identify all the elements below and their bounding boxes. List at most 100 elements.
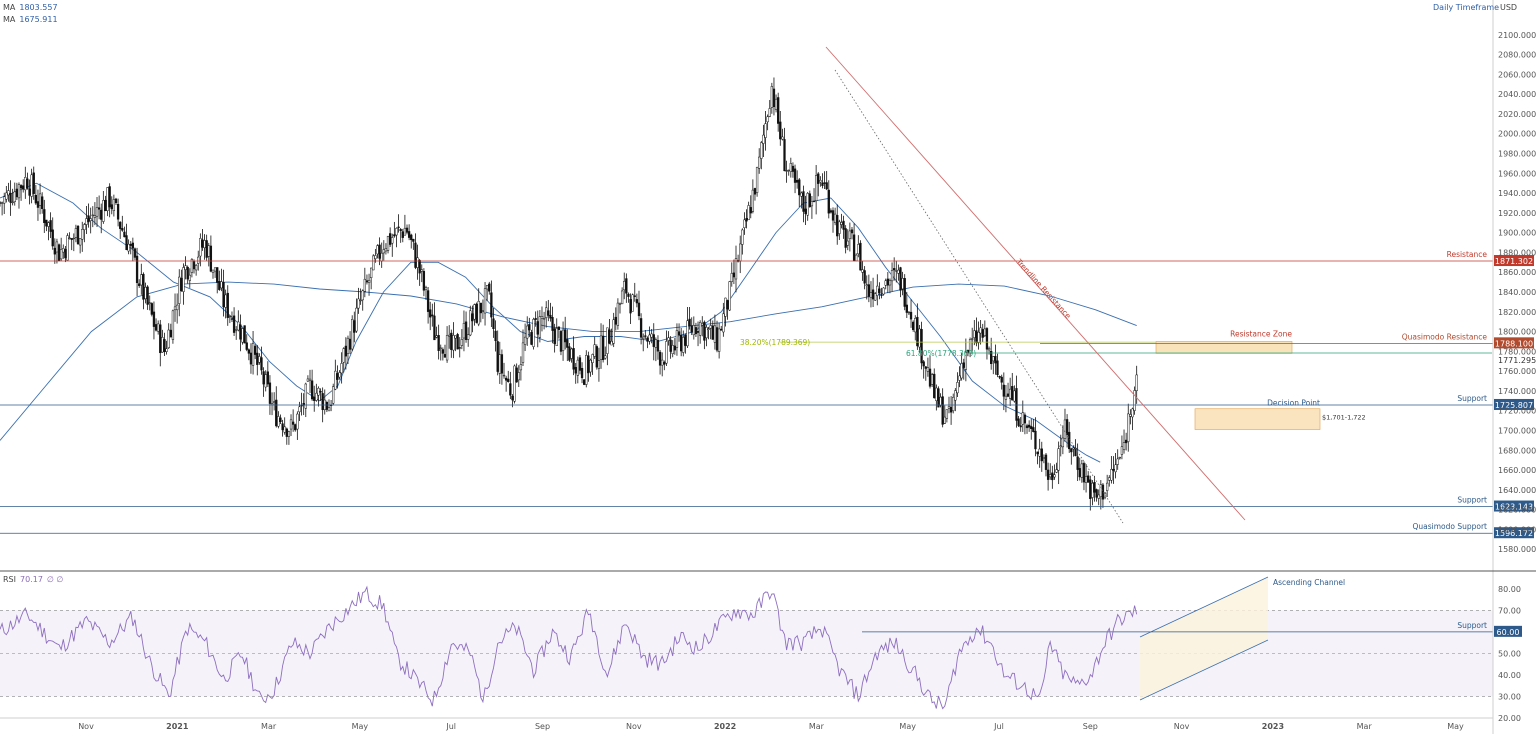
price-tick-label: 1760.000	[1498, 367, 1536, 376]
candle-body	[298, 406, 301, 413]
timeframe-label: Daily Timeframe	[1433, 3, 1500, 12]
candle-body	[102, 200, 105, 222]
candle-body	[971, 338, 974, 340]
candle-body	[1133, 390, 1136, 411]
fib-618-label: 61.80%(1778.309)	[906, 349, 976, 358]
candle-body	[209, 245, 213, 272]
candle-body	[618, 303, 622, 305]
candle-body	[739, 243, 742, 262]
candle-body	[542, 318, 546, 320]
candle-body	[711, 325, 714, 340]
candle-body	[985, 328, 989, 350]
candle-body	[386, 236, 390, 251]
candle-body	[791, 165, 795, 172]
candle-body	[416, 257, 419, 268]
price-tick-label: 1620.000	[1498, 506, 1536, 515]
candle-body	[829, 210, 833, 213]
candle-body	[190, 259, 194, 273]
candle-body	[580, 368, 584, 379]
candle-body	[625, 278, 628, 294]
candle-body	[418, 260, 421, 274]
candle-body	[620, 290, 624, 305]
candle-body	[1021, 412, 1024, 425]
candle-body	[863, 270, 866, 284]
candle-body	[291, 421, 295, 425]
candle-body	[798, 179, 801, 196]
candle-body	[1114, 464, 1117, 473]
candle-body	[566, 339, 569, 348]
time-tick-label: Jul	[445, 722, 456, 731]
candle-body	[154, 324, 158, 331]
candle-body	[637, 302, 641, 317]
candle-body	[884, 280, 887, 286]
candle-body	[511, 395, 514, 401]
candle-body	[184, 265, 187, 270]
candle-body	[846, 240, 849, 246]
candle-body	[591, 354, 594, 363]
candle-body	[275, 399, 278, 427]
candle-body	[844, 228, 847, 248]
candle-body	[1061, 437, 1065, 448]
candle-body	[893, 268, 896, 271]
candle-body	[819, 179, 822, 183]
time-tick-label: Mar	[1357, 722, 1373, 731]
candle-body	[855, 254, 858, 262]
level-label: Support	[1457, 394, 1487, 403]
candle-body	[281, 423, 284, 431]
candle-body	[49, 220, 52, 232]
candle-body	[964, 351, 968, 370]
candle-body	[361, 290, 364, 301]
candle-body	[475, 303, 478, 323]
candle-body	[327, 407, 331, 412]
candle-body	[1036, 451, 1039, 455]
candle-body	[175, 304, 179, 311]
time-tick-label: Nov	[1174, 722, 1190, 731]
candle-body	[279, 417, 282, 422]
candle-body	[517, 372, 520, 381]
candle-body	[614, 316, 617, 325]
resistance-zone-label: Resistance Zone	[1230, 329, 1292, 338]
candle-body	[127, 243, 130, 252]
candle-body	[1013, 390, 1016, 402]
level-label: Quasimodo Support	[1412, 522, 1487, 531]
price-tick-label: 1640.000	[1498, 486, 1536, 495]
candle-body	[454, 335, 457, 339]
candle-body	[694, 327, 698, 335]
candle-body	[692, 325, 695, 336]
candle-body	[996, 360, 999, 375]
fib-382-label: 38.20%(1789.369)	[740, 338, 810, 347]
level-price-tag	[1494, 527, 1534, 539]
currency-label: USD	[1500, 3, 1518, 12]
candle-body	[226, 292, 229, 318]
candle-body	[403, 227, 407, 236]
rsi-support-label: Support	[1457, 621, 1487, 630]
candle-body	[199, 238, 202, 257]
price-tick-label: 2060.000	[1498, 70, 1536, 79]
candle-body	[901, 278, 904, 290]
candle-body	[81, 229, 84, 240]
time-tick-label: Sep	[1083, 722, 1098, 731]
candle-body	[91, 214, 94, 216]
decision-point-label: Decision Point	[1267, 399, 1320, 408]
candle-body	[129, 243, 132, 246]
candle-body	[443, 354, 447, 358]
candle-body	[173, 306, 177, 311]
candle-body	[64, 248, 67, 259]
candle-body	[817, 173, 820, 184]
candle-body	[11, 201, 14, 204]
candle-body	[523, 336, 527, 345]
candle-body	[766, 116, 769, 123]
candle-body	[36, 201, 40, 208]
candle-body	[24, 177, 27, 191]
candle-body	[429, 309, 432, 318]
candle-body	[924, 366, 927, 369]
candle-body	[334, 370, 337, 390]
candle-body	[926, 367, 930, 372]
candle-body	[597, 360, 601, 369]
candle-body	[410, 234, 413, 241]
candle-body	[777, 97, 780, 124]
candle-body	[947, 406, 951, 409]
candle-body	[1135, 374, 1138, 391]
candle-body	[774, 98, 778, 110]
